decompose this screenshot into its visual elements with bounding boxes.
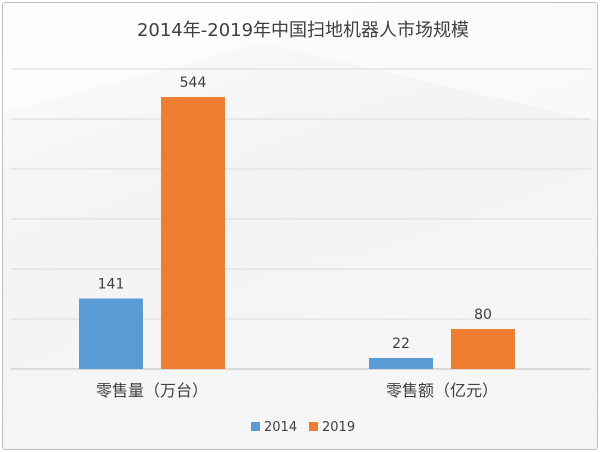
- bar-2014-1: [369, 358, 433, 369]
- bar-2014-0: [79, 298, 143, 369]
- data-label-2019-1: 80: [474, 307, 492, 323]
- bars: [79, 97, 515, 369]
- bar-2019-0: [161, 97, 225, 369]
- legend-swatch-2014: [251, 422, 260, 431]
- category-labels: 零售量（万台） 零售额（亿元）: [96, 381, 498, 400]
- legend-label-2019: 2019: [322, 420, 355, 435]
- data-label-2014-1: 22: [392, 336, 410, 352]
- data-label-2019-0: 544: [180, 75, 207, 91]
- data-labels: 141 544 22 80: [98, 75, 492, 352]
- category-label-1: 零售额（亿元）: [386, 381, 498, 400]
- legend-label-2014: 2014: [264, 420, 297, 435]
- background-shape: [3, 3, 597, 122]
- background-shape: [3, 223, 597, 449]
- bar-2019-1: [451, 329, 515, 369]
- category-label-0: 零售量（万台）: [96, 381, 208, 400]
- chart-title: 2014年-2019年中国扫地机器人市场规模: [137, 20, 469, 41]
- legend: 2014 2019: [251, 420, 355, 435]
- legend-swatch-2019: [309, 422, 318, 431]
- data-label-2014-0: 141: [98, 277, 125, 293]
- bar-chart: 2014年-2019年中国扫地机器人市场规模 141 544 22 80 零售量（万台…: [3, 3, 597, 449]
